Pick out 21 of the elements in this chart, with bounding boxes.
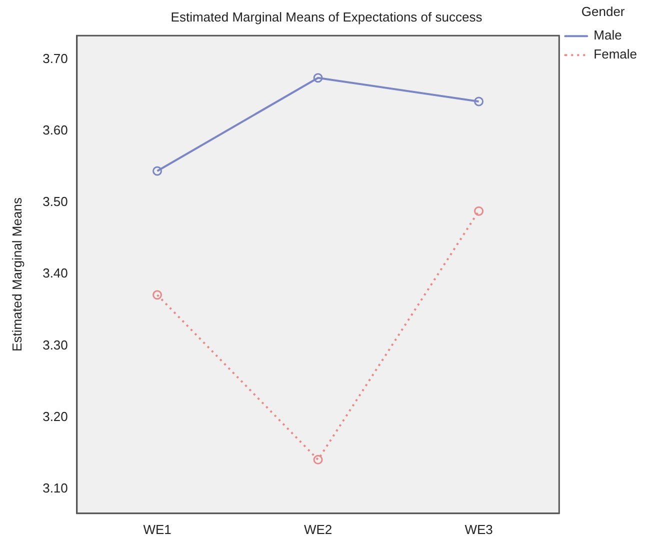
point bbox=[313, 73, 323, 83]
y-tick-label: 3.10 bbox=[42, 480, 68, 496]
point bbox=[474, 206, 484, 216]
y-tick-label: 3.50 bbox=[42, 194, 68, 210]
y-tick-label: 3.40 bbox=[42, 266, 68, 281]
point bbox=[474, 96, 484, 106]
point bbox=[152, 290, 162, 300]
point bbox=[152, 166, 162, 176]
legend-label: Female bbox=[594, 46, 638, 62]
y-tick-label: 3.20 bbox=[42, 408, 68, 424]
y-tick-label: 3.30 bbox=[42, 337, 68, 352]
point bbox=[313, 454, 323, 464]
legend-title: Gender bbox=[581, 4, 626, 20]
x-tick-label: WE1 bbox=[143, 522, 172, 537]
y-axis-title: Estimated Marginal Means bbox=[9, 197, 24, 352]
x-tick-label: WE2 bbox=[304, 522, 332, 537]
y-tick-label: 3.60 bbox=[42, 122, 68, 138]
chart-title: Estimated Marginal Means of Expectations of success bbox=[170, 9, 483, 24]
x-tick-label: WE3 bbox=[464, 522, 493, 537]
legend-label: Male bbox=[594, 28, 622, 43]
y-tick-label: 3.70 bbox=[42, 50, 68, 66]
